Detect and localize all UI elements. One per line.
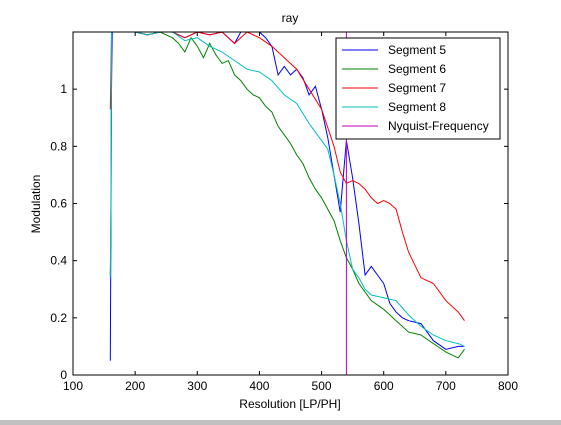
x-tick-label: 700 [436, 379, 456, 393]
y-tick-label: 1 [60, 82, 67, 96]
legend-label: Segment 6 [388, 62, 446, 76]
y-tick-label: 0 [60, 368, 67, 382]
x-tick-label: 500 [312, 379, 332, 393]
chart-title: ray [282, 11, 299, 25]
y-axis-label: Modulation [29, 175, 43, 234]
legend-label: Segment 8 [388, 100, 446, 114]
legend-label: Nyquist-Frequency [388, 119, 489, 133]
legend-label: Segment 5 [388, 43, 446, 57]
y-tick-label: 0.4 [50, 254, 67, 268]
legend: Segment 5 Segment 6 Segment 7 Segment 8 Nyqu… [335, 37, 501, 140]
x-axis-label: Resolution [LP/PH] [239, 397, 340, 411]
legend-label: Segment 7 [388, 81, 446, 95]
x-tick-label: 200 [125, 379, 145, 393]
x-tick-label: 100 [63, 379, 83, 393]
y-tick-label: 0.8 [50, 139, 67, 153]
axes-layer: 100 200 300 400 500 600 700 800 0 0.2 0.4 0.6 0.8 1 [50, 31, 518, 393]
x-tick-label: 400 [249, 379, 269, 393]
y-tick-label: 0.2 [50, 311, 67, 325]
x-tick-label: 300 [187, 379, 207, 393]
y-tick-label: 0.6 [50, 197, 67, 211]
x-tick-label: 800 [498, 379, 518, 393]
x-tick-label: 600 [374, 379, 394, 393]
